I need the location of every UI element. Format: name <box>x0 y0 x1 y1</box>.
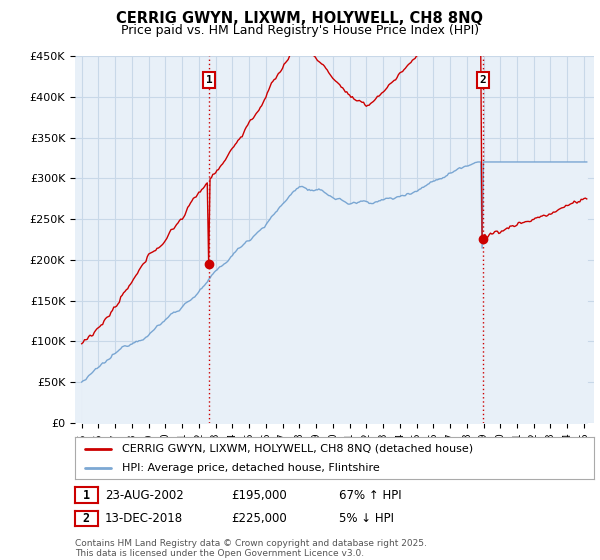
Text: £225,000: £225,000 <box>231 512 287 525</box>
Text: £195,000: £195,000 <box>231 488 287 502</box>
Text: 1: 1 <box>83 488 90 502</box>
Text: Contains HM Land Registry data © Crown copyright and database right 2025.: Contains HM Land Registry data © Crown c… <box>75 539 427 548</box>
Text: 23-AUG-2002: 23-AUG-2002 <box>105 488 184 502</box>
Text: CERRIG GWYN, LIXWM, HOLYWELL, CH8 8NQ (detached house): CERRIG GWYN, LIXWM, HOLYWELL, CH8 8NQ (d… <box>122 444 473 454</box>
Text: HPI: Average price, detached house, Flintshire: HPI: Average price, detached house, Flin… <box>122 463 379 473</box>
Text: 13-DEC-2018: 13-DEC-2018 <box>105 512 183 525</box>
Text: 67% ↑ HPI: 67% ↑ HPI <box>339 488 401 502</box>
Text: CERRIG GWYN, LIXWM, HOLYWELL, CH8 8NQ: CERRIG GWYN, LIXWM, HOLYWELL, CH8 8NQ <box>116 11 484 26</box>
Text: This data is licensed under the Open Government Licence v3.0.: This data is licensed under the Open Gov… <box>75 549 364 558</box>
Text: 2: 2 <box>479 75 486 85</box>
Text: 5% ↓ HPI: 5% ↓ HPI <box>339 512 394 525</box>
Text: Price paid vs. HM Land Registry's House Price Index (HPI): Price paid vs. HM Land Registry's House … <box>121 24 479 36</box>
Text: 1: 1 <box>206 75 212 85</box>
Text: 2: 2 <box>83 512 90 525</box>
